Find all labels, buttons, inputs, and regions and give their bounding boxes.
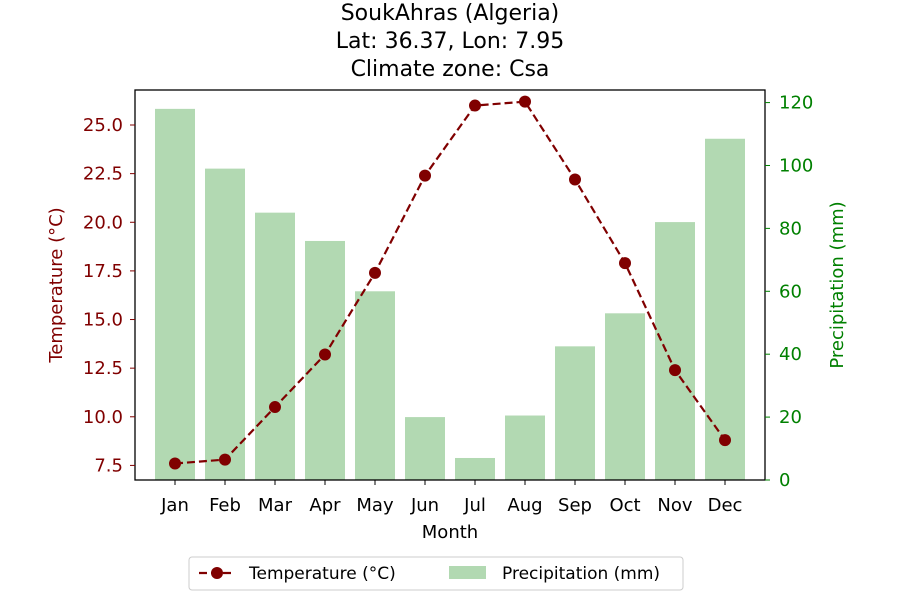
temperature-point <box>219 453 231 466</box>
y-left-tick-label: 22.5 <box>83 164 123 185</box>
x-tick-label: Apr <box>309 495 341 516</box>
precip-bar <box>655 222 695 480</box>
y-right-tick-label: 20 <box>779 407 802 428</box>
y-left-tick-label: 10.0 <box>83 407 123 428</box>
y-right-axis-label: Precipitation (mm) <box>827 201 848 368</box>
y-right-tick-label: 120 <box>779 93 813 114</box>
precip-bar <box>505 415 545 480</box>
temperature-point <box>719 434 731 447</box>
temperature-point <box>569 173 581 186</box>
legend-temperature-marker <box>211 567 223 579</box>
y-right-tick-label: 100 <box>779 155 813 176</box>
temperature-line <box>174 100 726 465</box>
x-tick-label: Oct <box>609 495 640 516</box>
x-tick-label: Jan <box>160 495 189 516</box>
x-tick-label: Sep <box>558 495 592 516</box>
x-axis-label: Month <box>422 522 478 543</box>
x-tick-label: Jul <box>463 495 486 516</box>
y-right-tick-label: 60 <box>779 281 802 302</box>
x-tick-label: Jun <box>410 495 439 516</box>
y-right-tick-label: 40 <box>779 344 802 365</box>
y-right-tick-label: 80 <box>779 218 802 239</box>
plot-frame <box>134 89 766 481</box>
temperature-point <box>669 364 681 377</box>
y-left-axis-label: Temperature (°C) <box>46 207 67 363</box>
temperature-point <box>469 99 481 112</box>
y-left-tick-label: 25.0 <box>83 115 123 136</box>
legend-temperature-label: Temperature (°C) <box>248 564 396 584</box>
y-left-tick-label: 15.0 <box>83 310 123 331</box>
precip-bar <box>355 291 395 480</box>
chart-title-line-1: SoukAhras (Algeria) <box>340 1 560 26</box>
y-left-tick-label: 17.5 <box>83 261 123 282</box>
precip-bar <box>705 138 745 480</box>
y-left-tick-label: 12.5 <box>83 358 123 379</box>
precip-bar <box>555 346 595 480</box>
y-right-tick-label: 0 <box>779 470 790 491</box>
temperature-point <box>269 401 281 414</box>
temperature-point <box>319 348 331 361</box>
chart-title-line-3: Climate zone: Csa <box>350 57 550 82</box>
y-left-tick-label: 7.5 <box>94 455 123 476</box>
legend-box <box>188 556 684 591</box>
precip-bar <box>455 457 495 480</box>
precip-bar <box>605 313 645 480</box>
precip-bar <box>155 108 195 480</box>
x-tick-label: Feb <box>209 495 241 516</box>
temperature-point <box>169 457 181 470</box>
x-tick-label: Mar <box>258 495 293 516</box>
x-tick-label: Nov <box>657 495 692 516</box>
x-tick-label: Dec <box>708 495 743 516</box>
temperature-point <box>369 266 381 279</box>
x-tick-label: May <box>356 495 394 516</box>
precip-bar <box>255 212 295 480</box>
precip-bar <box>405 417 445 480</box>
chart-title-line-2: Lat: 36.37, Lon: 7.95 <box>335 29 565 54</box>
precip-bar <box>205 168 245 480</box>
temperature-point <box>619 257 631 270</box>
temperature-point <box>519 95 531 108</box>
y-left-tick-label: 20.0 <box>83 212 123 233</box>
temperature-point <box>419 169 431 182</box>
legend-precip-label: Precipitation (mm) <box>502 564 660 584</box>
x-tick-label: Aug <box>507 495 542 516</box>
legend-precip-swatch <box>449 566 486 579</box>
